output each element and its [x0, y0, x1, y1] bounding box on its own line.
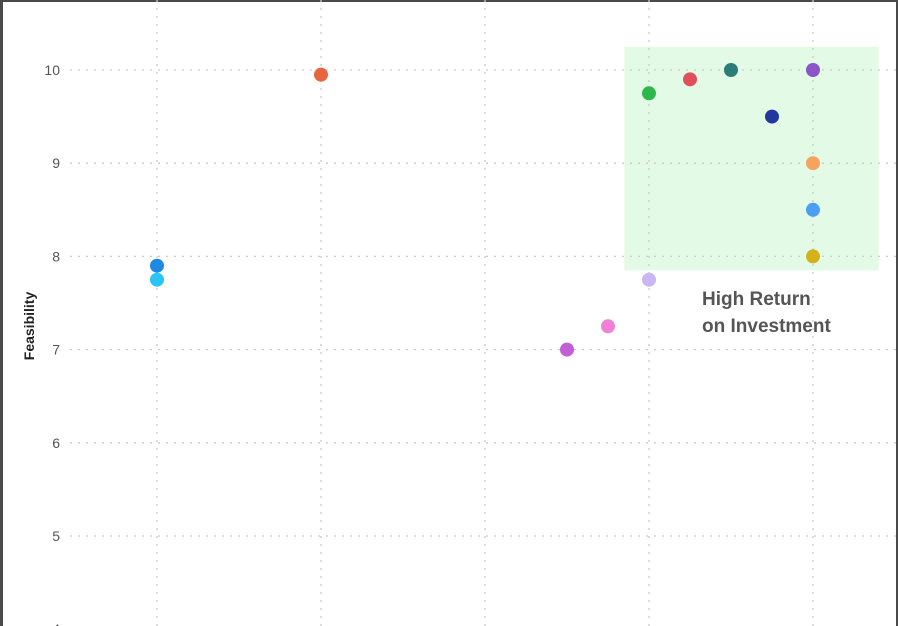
data-point-8[interactable]: [683, 72, 697, 87]
data-point-3[interactable]: [314, 67, 328, 82]
y-tick-label: 7: [52, 342, 60, 358]
y-tick-label: 6: [52, 435, 60, 451]
y-axis-ticks: 4 5 6 7 8 9 10: [44, 62, 60, 626]
y-tick-label: 5: [52, 528, 60, 544]
data-point-10[interactable]: [765, 109, 779, 124]
data-point-2[interactable]: [150, 272, 164, 287]
data-point-7[interactable]: [642, 86, 656, 101]
y-tick-label: 4: [52, 621, 60, 626]
data-point-1[interactable]: [150, 258, 164, 273]
data-points: [150, 63, 820, 357]
region-label-line-2: on Investment: [702, 316, 831, 337]
y-tick-label: 10: [44, 62, 60, 78]
gridlines: [70, 0, 896, 626]
data-point-6[interactable]: [642, 272, 656, 287]
data-point-9[interactable]: [724, 63, 738, 77]
data-point-12[interactable]: [806, 156, 820, 171]
data-point-11[interactable]: [806, 63, 820, 77]
data-point-14[interactable]: [806, 249, 820, 264]
region-label-line-1: High Return: [702, 289, 811, 310]
y-axis-title: Feasibility: [21, 292, 37, 361]
y-tick-label: 8: [52, 248, 60, 264]
y-tick-label: 9: [52, 155, 60, 171]
data-point-4[interactable]: [560, 342, 574, 357]
high-roi-region: [624, 46, 879, 271]
data-point-13[interactable]: [806, 202, 820, 217]
data-point-5[interactable]: [601, 319, 615, 334]
